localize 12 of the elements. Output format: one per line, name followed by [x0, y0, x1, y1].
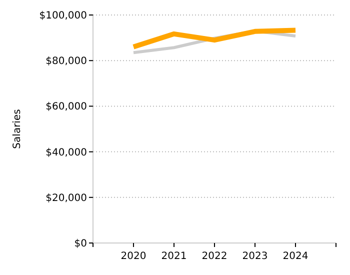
y-tick-label: $60,000: [46, 102, 87, 113]
y-tick-label: $40,000: [46, 147, 87, 158]
y-tick-label: $20,000: [46, 192, 87, 204]
x-tick-label: 2023: [242, 251, 268, 262]
x-tick-label: 2022: [202, 251, 228, 262]
x-tick-label: 2021: [161, 251, 187, 262]
y-tick-label: $0: [74, 238, 87, 250]
y-tick-label: $100,000: [39, 10, 87, 22]
y-axis-title: Salaries: [12, 109, 23, 149]
x-tick-label: 2024: [282, 251, 308, 262]
x-tick-label: 2020: [120, 251, 146, 262]
y-tick-label: $80,000: [46, 56, 87, 68]
